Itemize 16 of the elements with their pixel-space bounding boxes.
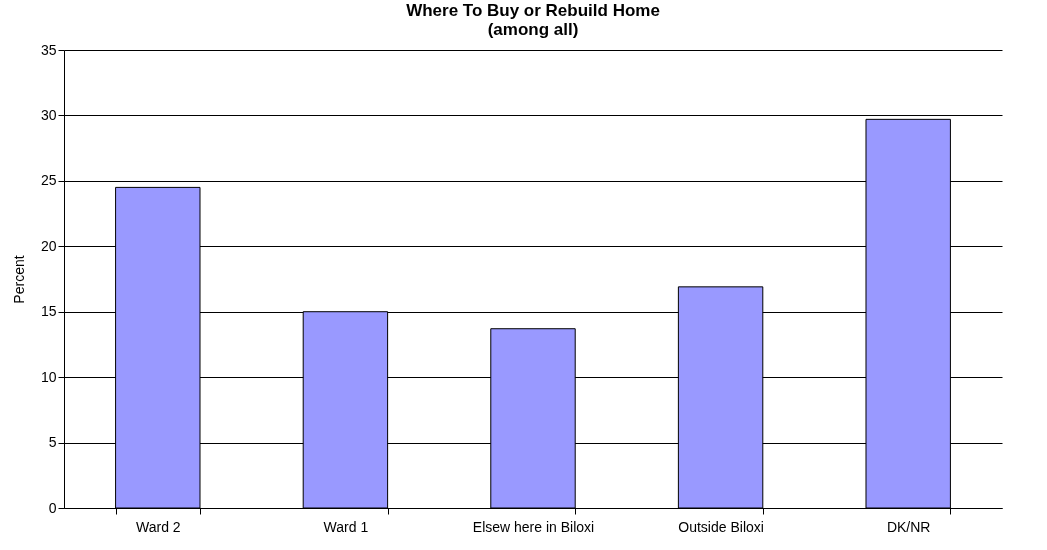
y-tick-label: 10 [40, 368, 57, 385]
y-tick-label: 20 [40, 237, 57, 254]
x-tick-label: Ward 1 [323, 518, 369, 535]
y-tick-label: 25 [40, 172, 57, 189]
y-axis-title: Percent [10, 255, 27, 304]
y-tick-label: 0 [48, 499, 57, 516]
y-tick-label: 30 [40, 106, 57, 123]
y-tick-label: 5 [48, 434, 57, 451]
x-tick-label: Ward 2 [136, 518, 181, 535]
y-tick-label: 15 [40, 303, 57, 320]
chart-subtitle: (among all) [487, 20, 579, 39]
y-tick-label: 35 [40, 41, 57, 58]
x-tick-label: DK/NR [886, 518, 931, 535]
x-tick-label: Outside Biloxi [678, 518, 764, 535]
x-tick-label: Elsew here in Biloxi [472, 518, 595, 535]
chart-title: Where To Buy or Rebuild Home [406, 1, 660, 20]
